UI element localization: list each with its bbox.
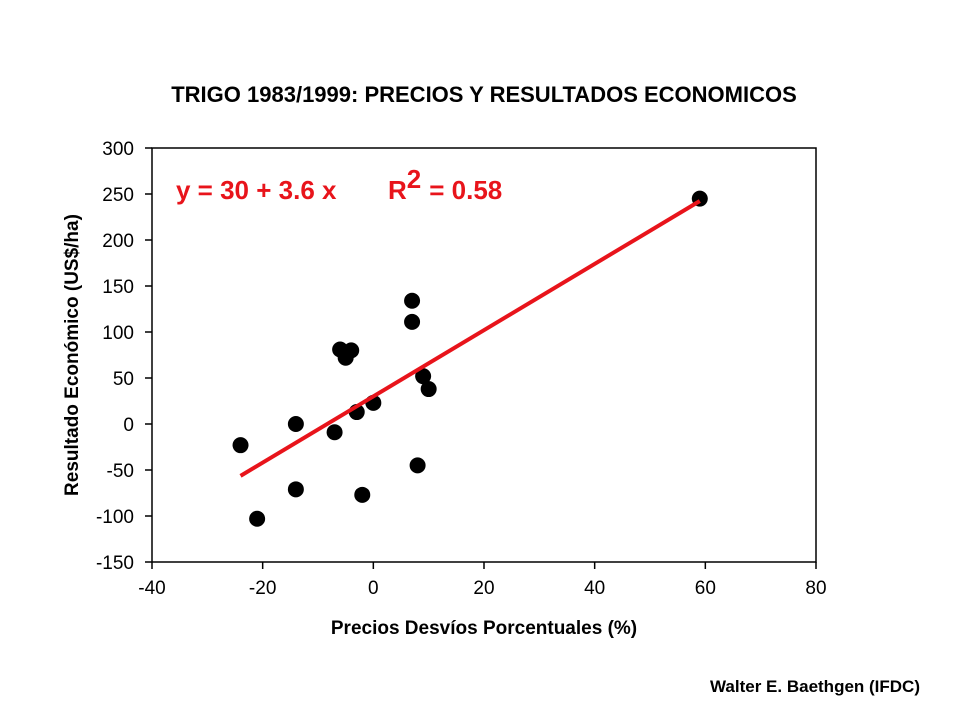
r-exponent: 2 [407, 164, 421, 194]
y-tick-label: 250 [102, 185, 134, 206]
r-squared: R2 = 0.58 [388, 164, 502, 205]
chart-title: TRIGO 1983/1999: PRECIOS Y RESULTADOS EC… [171, 82, 797, 107]
author-credit: Walter E. Baethgen (IFDC) [710, 677, 920, 696]
y-tick-label: -50 [107, 461, 134, 482]
data-point [404, 292, 421, 309]
y-tick-label: 300 [102, 139, 134, 160]
y-tick-label: 0 [123, 415, 134, 436]
x-tick-label: 20 [473, 578, 494, 599]
trendline [239, 199, 701, 478]
data-point [354, 486, 371, 503]
x-tick-label: -20 [249, 578, 276, 599]
x-tick-label: 80 [805, 578, 826, 599]
data-point [326, 424, 343, 441]
x-tick-label: 40 [584, 578, 605, 599]
x-axis-label: Precios Desvíos Porcentuales (%) [331, 618, 637, 639]
x-axis: -40 -20 0 20 40 60 80 [138, 562, 827, 599]
y-tick-label: 100 [102, 323, 134, 344]
x-tick-label: 0 [368, 578, 379, 599]
y-tick-label: 50 [113, 369, 134, 390]
data-point [232, 437, 249, 454]
regression-equation: y = 30 + 3.6 x [176, 175, 337, 205]
data-point [343, 342, 360, 359]
y-axis-label: Resultado Económico (US$/ha) [62, 214, 83, 496]
x-tick-label: 60 [695, 578, 716, 599]
x-tick-label: -40 [138, 578, 165, 599]
equation-line: y = 30 + 3.6 x [176, 175, 337, 205]
y-tick-label: -150 [96, 553, 134, 574]
r-value: = 0.58 [429, 175, 502, 205]
data-point [249, 510, 266, 527]
data-point [420, 381, 437, 398]
trendline-group [239, 199, 701, 478]
y-tick-label: -100 [96, 507, 134, 528]
data-point [287, 481, 304, 498]
data-point [409, 457, 426, 474]
data-point [287, 416, 304, 432]
y-tick-label: 200 [102, 231, 134, 252]
y-tick-label: 150 [102, 277, 134, 298]
y-axis: -150 -100 -50 0 50 100 150 200 250 300 [96, 139, 152, 574]
data-point [415, 368, 432, 385]
plot-frame [151, 147, 817, 563]
r-letter: R [388, 175, 407, 205]
data-point [404, 313, 421, 330]
